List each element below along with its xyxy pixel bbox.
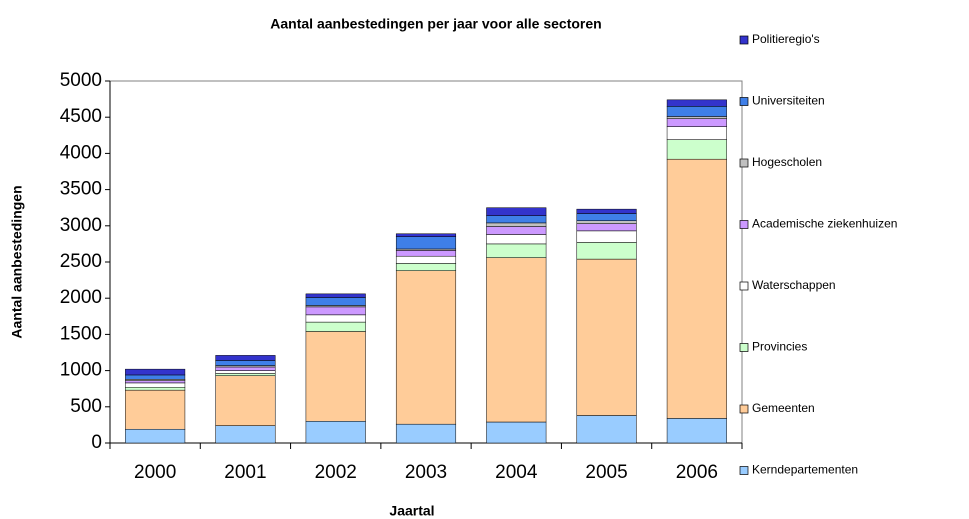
bar-segment [666,106,727,117]
bar-segment [486,234,547,245]
y-axis-label: Aantal aanbestedingen [9,185,25,338]
legend-swatch [739,97,749,106]
bar-segment [125,380,186,384]
y-tick-label: 1000 [60,360,102,381]
bar-segment [395,250,457,257]
legend-swatch [739,466,749,475]
bar-segment [215,355,276,361]
bar-segment [305,314,366,323]
legend-label: Politieregio's [752,32,820,46]
bar-segment [576,230,637,243]
legend-swatch [739,343,749,352]
bar-segment [666,116,727,119]
bar-segment [125,428,186,444]
bar-segment [125,382,186,388]
legend-swatch [739,220,749,229]
bar-segment [305,321,366,332]
bar-segment [395,255,457,264]
x-axis-label: Jaartal [389,503,434,519]
legend-label: Provincies [752,340,807,354]
bar-segment [395,236,457,250]
bar-segment [576,220,637,224]
bar-segment [576,258,637,416]
legend-swatch [739,404,749,414]
y-tick-label: 3000 [60,215,102,236]
y-tick-label: 4500 [60,106,102,127]
bar-segment [125,368,186,376]
bar-segment [576,213,637,221]
bar-segment [666,158,727,419]
legend-swatch [739,35,749,45]
legend-label: Waterschappen [752,278,836,292]
bar-segment [215,370,276,374]
bar-segment [486,207,547,216]
bar-segment [486,421,547,444]
y-tick-label: 5000 [60,70,102,91]
bar-segment [125,387,186,391]
bar-segment [486,226,547,235]
bar-segment [215,366,276,371]
bar-segment [666,118,727,127]
bar-segment [305,331,366,422]
bar-segment [395,423,457,444]
bar-segment [666,139,727,160]
bar-segment [486,215,547,224]
x-tick-label: 2006 [676,462,718,483]
bar-segment [305,297,366,306]
bar-segment [666,99,727,107]
bar-segment [215,360,276,366]
bar-segment [305,293,366,298]
x-tick-label: 2002 [315,462,357,483]
bar-segment [666,418,727,444]
bar-segment [305,421,366,444]
bar-segment [576,242,637,260]
bar-segment [576,223,637,232]
y-tick-label: 4000 [60,142,102,163]
bar-segment [486,222,547,227]
x-tick-label: 2001 [224,462,266,483]
x-tick-label: 2000 [134,462,176,483]
y-tick-label: 0 [91,432,102,453]
legend-label: Kerndepartementen [752,463,858,477]
y-tick-label: 500 [70,396,102,417]
x-tick-label: 2005 [585,462,627,483]
bar-segment [215,375,276,426]
x-tick-label: 2003 [405,462,447,483]
y-tick-label: 2500 [60,251,102,272]
bar-segment [215,425,276,444]
legend-label: Gemeenten [752,401,815,415]
chart-title: Aantal aanbestedingen per jaar voor alle… [270,16,601,32]
bar-segment [395,270,457,425]
legend-swatch [739,281,749,291]
legend-label: Hogescholen [752,155,822,169]
bar-segment [486,243,547,258]
x-tick-label: 2004 [495,462,538,483]
legend-label: Academische ziekenhuizen [752,217,897,231]
legend-swatch [739,158,749,168]
y-tick-label: 1500 [60,323,102,344]
bar-segment [576,415,637,444]
bar-segment [486,257,547,423]
bar-segment [395,233,457,237]
bar-segment [666,126,727,140]
bar-segment [125,389,186,430]
bar-segment [395,263,457,271]
bar-segment [125,374,186,380]
bar-segment [305,306,366,316]
y-tick-label: 2000 [60,287,102,308]
bar-segment [576,208,637,214]
y-tick-label: 3500 [60,179,102,200]
legend-label: Universiteiten [752,94,825,108]
bar-segment [215,373,276,376]
